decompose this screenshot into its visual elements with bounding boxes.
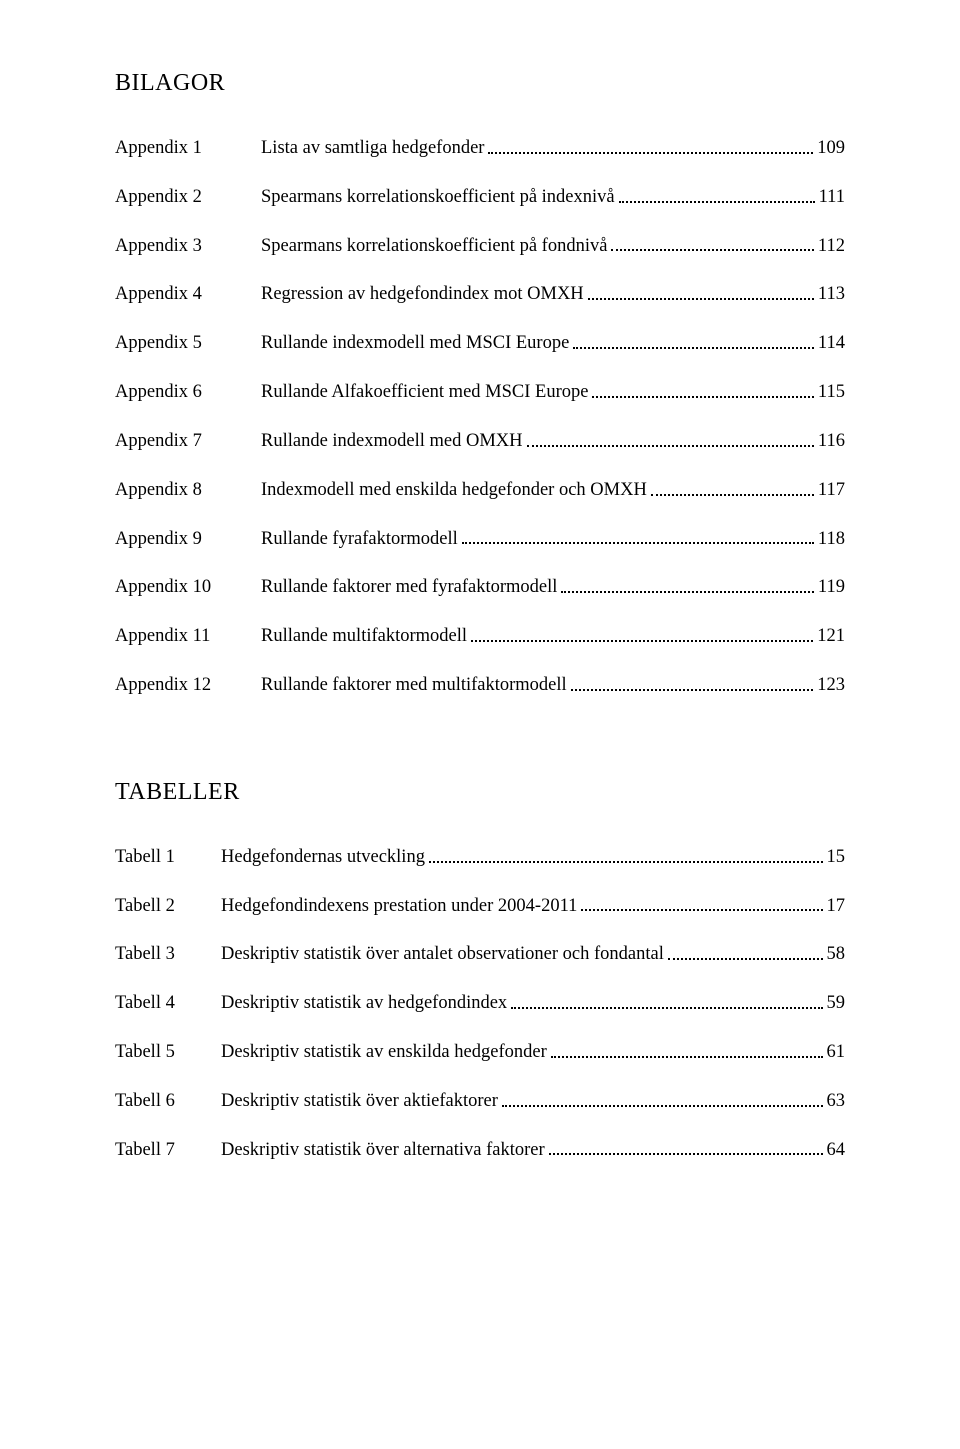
toc-page: 119 [818,574,845,601]
toc-row: Appendix 12Rullande faktorer med multifa… [115,672,845,699]
toc-title: Deskriptiv statistik av hedgefondindex [221,990,507,1017]
toc-row: Tabell 7Deskriptiv statistik över altern… [115,1137,845,1164]
toc-label: Tabell 7 [115,1137,221,1164]
toc-page: 64 [827,1137,846,1164]
toc-title: Rullande faktorer med fyrafaktormodell [261,574,557,601]
toc-title: Rullande indexmodell med OMXH [261,428,523,455]
toc-leader-dots [488,152,813,154]
toc-page: 117 [818,477,845,504]
toc-leader-dots [592,396,813,398]
toc-title: Regression av hedgefondindex mot OMXH [261,281,584,308]
toc-row: Tabell 6Deskriptiv statistik över aktief… [115,1088,845,1115]
toc-page: 118 [818,526,845,553]
toc-row: Appendix 2Spearmans korrelationskoeffici… [115,184,845,211]
toc-title: Deskriptiv statistik över alternativa fa… [221,1137,545,1164]
toc-page: 61 [827,1039,846,1066]
toc-label: Tabell 3 [115,941,221,968]
toc-leader-dots [471,640,813,642]
toc-label: Appendix 9 [115,526,261,553]
toc-leader-dots [527,445,814,447]
toc-leader-dots [611,249,813,251]
toc-row: Tabell 5Deskriptiv statistik av enskilda… [115,1039,845,1066]
toc-leader-dots [619,201,815,203]
toc-title: Rullande Alfakoefficient med MSCI Europe [261,379,588,406]
toc-title: Hedgefondindexens prestation under 2004-… [221,893,577,920]
toc-leader-dots [571,689,814,691]
toc-page: 58 [827,941,846,968]
toc-row: Tabell 4Deskriptiv statistik av hedgefon… [115,990,845,1017]
toc-label: Tabell 4 [115,990,221,1017]
toc-label: Appendix 4 [115,281,261,308]
toc-title: Indexmodell med enskilda hedgefonder och… [261,477,647,504]
toc-title: Rullande indexmodell med MSCI Europe [261,330,569,357]
toc-label: Appendix 6 [115,379,261,406]
toc-row: Appendix 11Rullande multifaktormodell 121 [115,623,845,650]
toc-label: Appendix 11 [115,623,261,650]
toc-row: Appendix 3Spearmans korrelationskoeffici… [115,233,845,260]
toc-label: Tabell 1 [115,844,221,871]
toc-leader-dots [581,909,822,911]
toc-page: 63 [827,1088,846,1115]
toc-title: Rullande fyrafaktormodell [261,526,458,553]
toc-row: Tabell 3Deskriptiv statistik över antale… [115,941,845,968]
toc-label: Appendix 2 [115,184,261,211]
toc-leader-dots [561,591,814,593]
toc-leader-dots [549,1153,823,1155]
toc-label: Appendix 10 [115,574,261,601]
toc-leader-dots [429,861,823,863]
toc-title: Hedgefondernas utveckling [221,844,425,871]
bilagor-heading: BILAGOR [115,70,845,97]
toc-title: Rullande multifaktormodell [261,623,467,650]
toc-title: Deskriptiv statistik över antalet observ… [221,941,664,968]
toc-row: Appendix 8Indexmodell med enskilda hedge… [115,477,845,504]
toc-title: Lista av samtliga hedgefonder [261,135,484,162]
toc-leader-dots [551,1056,823,1058]
toc-title: Spearmans korrelationskoefficient på ind… [261,184,615,211]
toc-row: Appendix 5Rullande indexmodell med MSCI … [115,330,845,357]
toc-label: Appendix 8 [115,477,261,504]
toc-page: 59 [827,990,846,1017]
toc-page: 121 [817,623,845,650]
toc-leader-dots [651,494,814,496]
toc-leader-dots [502,1105,823,1107]
toc-leader-dots [511,1007,822,1009]
toc-page: 17 [827,893,846,920]
toc-page: 111 [819,184,845,211]
bilagor-list: Appendix 1Lista av samtliga hedgefonder 1… [115,135,845,699]
toc-page: 109 [817,135,845,162]
toc-row: Appendix 4Regression av hedgefondindex m… [115,281,845,308]
toc-page: 113 [818,281,845,308]
toc-page: 15 [827,844,846,871]
toc-row: Appendix 7Rullande indexmodell med OMXH 1… [115,428,845,455]
toc-leader-dots [588,298,814,300]
toc-title: Spearmans korrelationskoefficient på fon… [261,233,607,260]
toc-page: 115 [818,379,845,406]
toc-title: Deskriptiv statistik av enskilda hedgefo… [221,1039,547,1066]
tabeller-list: Tabell 1Hedgefondernas utveckling15Tabel… [115,844,845,1164]
toc-label: Appendix 5 [115,330,261,357]
toc-page: 112 [818,233,845,260]
toc-title: Rullande faktorer med multifaktormodell [261,672,567,699]
toc-row: Appendix 9Rullande fyrafaktormodell 118 [115,526,845,553]
toc-label: Tabell 6 [115,1088,221,1115]
toc-leader-dots [668,958,823,960]
toc-row: Appendix 10Rullande faktorer med fyrafak… [115,574,845,601]
toc-title: Deskriptiv statistik över aktiefaktorer [221,1088,498,1115]
toc-leader-dots [573,347,814,349]
tabeller-heading: TABELLER [115,779,845,806]
toc-page: 116 [818,428,845,455]
toc-label: Appendix 3 [115,233,261,260]
toc-page: 114 [818,330,845,357]
toc-row: Appendix 6Rullande Alfakoefficient med M… [115,379,845,406]
toc-page: 123 [817,672,845,699]
toc-leader-dots [462,542,814,544]
toc-row: Tabell 2Hedgefondindexens prestation und… [115,893,845,920]
toc-label: Appendix 1 [115,135,261,162]
toc-label: Tabell 2 [115,893,221,920]
toc-label: Appendix 12 [115,672,261,699]
toc-label: Tabell 5 [115,1039,221,1066]
toc-label: Appendix 7 [115,428,261,455]
toc-row: Appendix 1Lista av samtliga hedgefonder 1… [115,135,845,162]
toc-row: Tabell 1Hedgefondernas utveckling 15 [115,844,845,871]
